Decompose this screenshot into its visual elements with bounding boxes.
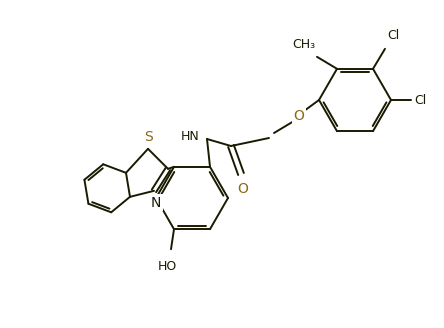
Text: Cl: Cl [414, 93, 426, 107]
Text: CH₃: CH₃ [292, 38, 315, 51]
Text: O: O [293, 109, 305, 123]
Text: HO: HO [157, 260, 177, 273]
Text: O: O [238, 182, 249, 196]
Text: S: S [143, 130, 152, 144]
Text: HN: HN [180, 130, 199, 142]
Text: N: N [151, 196, 161, 210]
Text: Cl: Cl [387, 29, 399, 42]
